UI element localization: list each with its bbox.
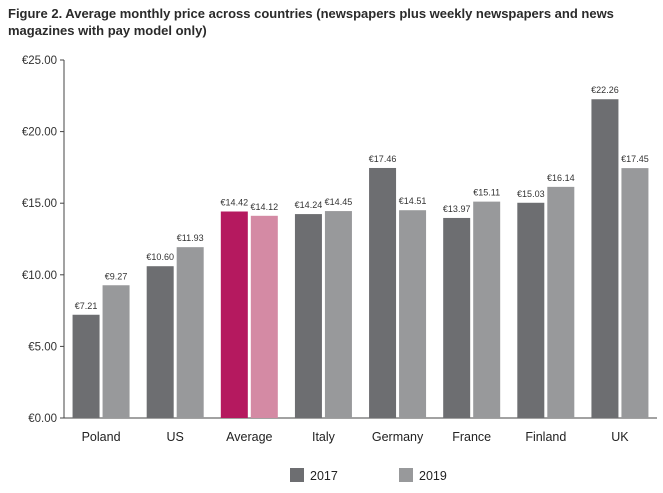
bar-2019-poland [102, 285, 130, 418]
x-tick-label: US [167, 430, 184, 444]
bar-2019-average [250, 215, 278, 418]
data-label-2017-average: €14.42 [221, 198, 249, 208]
legend-label-2019: 2019 [419, 469, 447, 483]
x-tick-label: Average [226, 430, 272, 444]
bar-2019-us [176, 247, 204, 418]
legend-label-2017: 2017 [310, 469, 338, 483]
bar-2017-finland [517, 202, 545, 418]
legend-swatch-2017 [290, 468, 304, 482]
y-tick-label: €15.00 [22, 198, 57, 210]
data-label-2017-italy: €14.24 [295, 200, 323, 210]
data-label-2019-italy: €14.45 [325, 197, 353, 207]
bar-2019-germany [399, 210, 427, 418]
data-label-2019-france: €15.11 [473, 188, 500, 198]
bar-2019-finland [547, 186, 575, 418]
x-tick-label: UK [611, 430, 629, 444]
data-label-2017-us: €10.60 [146, 252, 174, 262]
bar-2019-uk [621, 168, 649, 418]
x-tick-label: Poland [82, 430, 121, 444]
x-tick-label: France [452, 430, 491, 444]
chart-bars: €7.21 €9.27 €10.60€11.93 €14.42 €14.12 €14.24… [72, 85, 649, 418]
x-tick-label: Germany [372, 430, 424, 444]
y-tick-label: €25.00 [22, 55, 57, 67]
chart-legend: 2017 2019 [290, 468, 447, 483]
bar-2017-uk [591, 99, 619, 418]
data-label-2019-poland: €9.27 [105, 271, 128, 281]
x-tick-label: Italy [312, 430, 336, 444]
data-label-2017-uk: €22.26 [591, 85, 619, 95]
data-label-2017-france: €13.97 [443, 204, 471, 214]
chart-title: Figure 2. Average monthly price across c… [8, 6, 614, 38]
bar-2017-italy [294, 214, 322, 418]
data-label-2019-uk: €17.45 [621, 154, 649, 164]
bar-2019-france [473, 201, 501, 418]
y-tick-label: €5.00 [28, 341, 57, 353]
y-tick-label: €0.00 [28, 413, 57, 425]
data-label-2019-finland: €16.14 [547, 173, 575, 183]
data-label-2019-average: €14.12 [251, 202, 279, 212]
bar-2017-us [146, 266, 174, 418]
bar-2019-italy [324, 211, 352, 418]
y-tick-label: €10.00 [22, 270, 57, 282]
data-label-2017-finland: €15.03 [517, 189, 545, 199]
y-tick-label: €20.00 [22, 127, 57, 139]
bar-2017-poland [72, 314, 100, 418]
bar-2017-germany [369, 167, 397, 418]
x-tick-label: Finland [525, 430, 566, 444]
bar-2017-average [220, 211, 248, 418]
bar-2017-france [443, 217, 471, 418]
legend-swatch-2019 [399, 468, 413, 482]
data-label-2017-poland: €7.21 [75, 301, 98, 311]
data-label-2019-us: €11.93 [177, 233, 204, 243]
data-label-2017-germany: €17.46 [369, 154, 397, 164]
data-label-2019-germany: €14.51 [399, 196, 427, 206]
